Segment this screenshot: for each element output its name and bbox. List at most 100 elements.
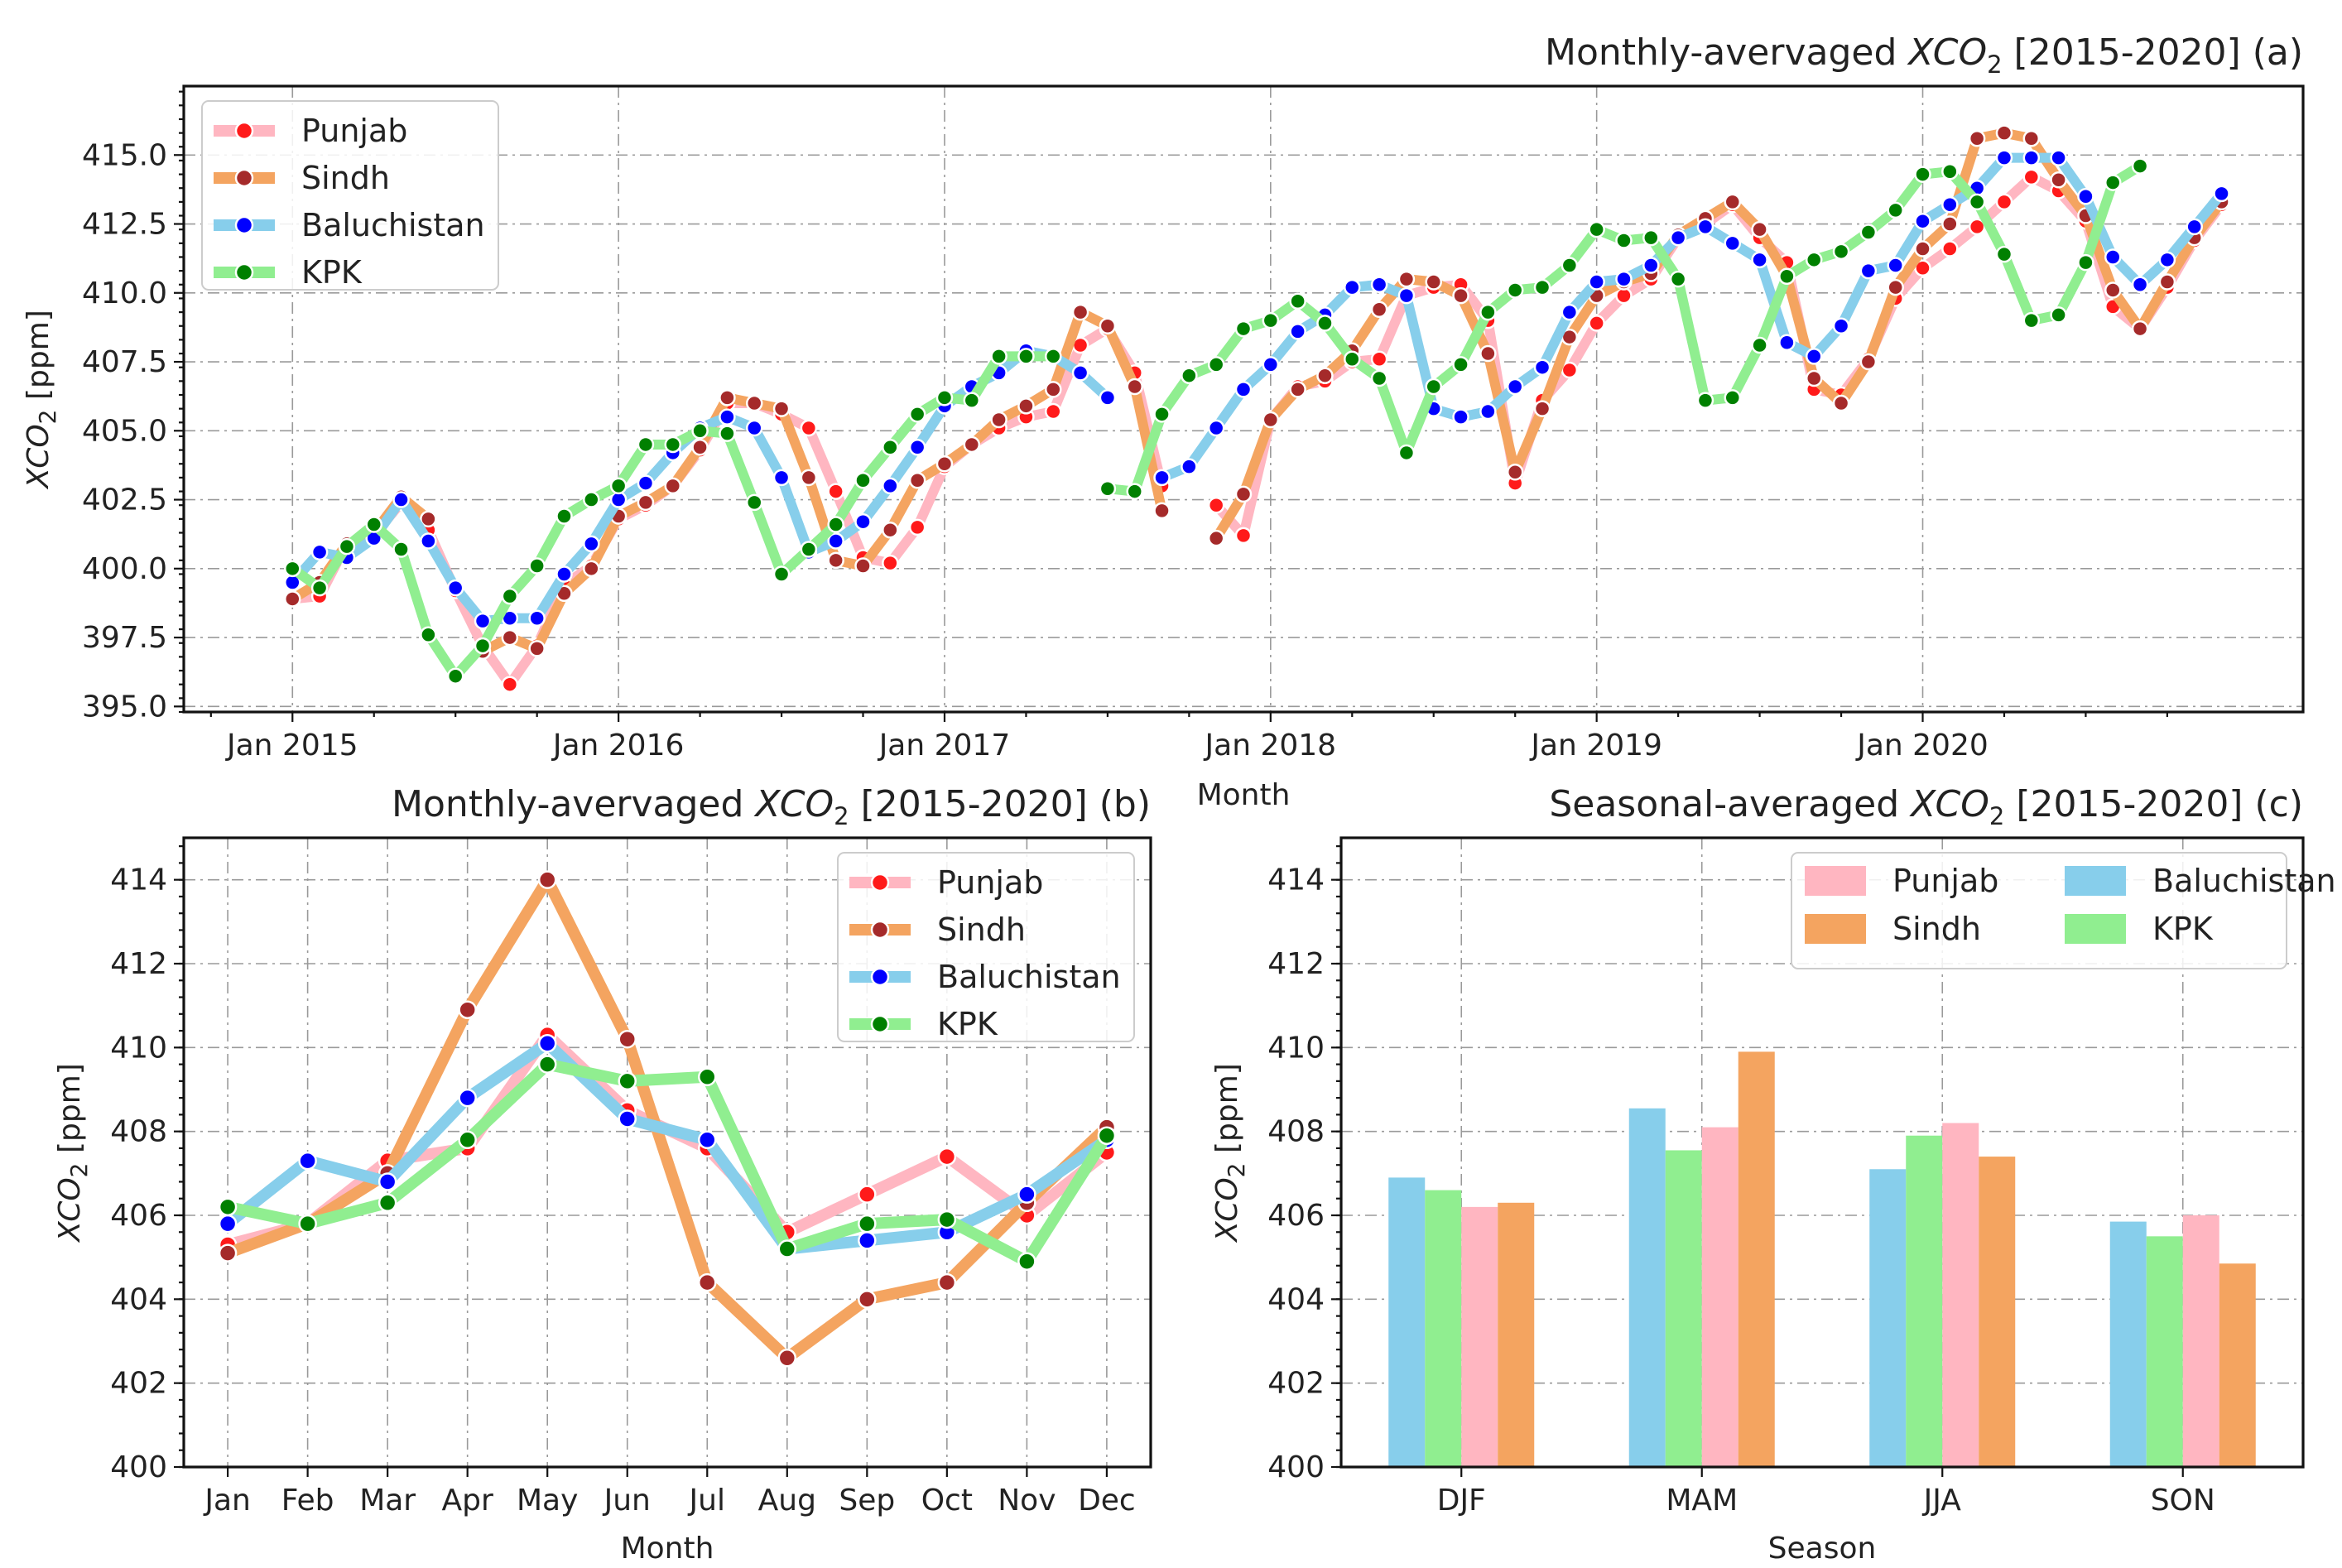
panel-c-xtick-label-djf: DJF <box>1437 1484 1486 1517</box>
panel-a-point-sindh-59 <box>1887 278 1904 296</box>
panel-a-point-kpk-46 <box>1533 278 1551 296</box>
panel-a-point-kpk-5 <box>420 626 437 643</box>
panel-c-legend-swatch-punjab <box>1805 866 1866 896</box>
panel-a-point-baluchistan-44 <box>1479 402 1497 421</box>
panel-a-point-baluchistan-66 <box>2077 187 2094 205</box>
panel-b-point-baluchistan-0 <box>218 1214 238 1234</box>
panel-a-point-baluchistan-50 <box>1642 257 1660 274</box>
panel-a-point-kpk-56 <box>1805 251 1823 269</box>
panel-a-point-kpk-62 <box>1968 193 1986 211</box>
panel-a-legend-label-punjab: Punjab <box>301 113 407 149</box>
panel-a-point-baluchistan-51 <box>1669 228 1687 247</box>
panel-c-bar-baluchistan-jja <box>1869 1169 1907 1467</box>
panel-a-point-sindh-58 <box>1859 353 1878 371</box>
panel-a-point-kpk-25 <box>963 392 981 409</box>
panel-b-point-sindh-8 <box>858 1290 877 1309</box>
panel-a-point-baluchistan-60 <box>1914 212 1931 230</box>
panel-a-ytick-label-395-0: 395.0 <box>82 690 167 724</box>
panel-a-point-baluchistan-69 <box>2158 251 2176 269</box>
panel-a-ytick-label-405-0: 405.0 <box>82 414 167 448</box>
panel-b-xtick-label-mar: Mar <box>359 1484 416 1517</box>
panel-a-point-baluchistan-18 <box>772 469 791 487</box>
panel-a-legend-marker-sindh <box>234 168 254 188</box>
panel-a-point-kpk-49 <box>1615 232 1633 249</box>
panel-c-bar-punjab-djf <box>1461 1206 1498 1467</box>
panel-a-point-punjab-22 <box>882 554 899 572</box>
panel-a-point-kpk-31 <box>1126 483 1143 500</box>
panel-b-line-kpk <box>222 1058 1113 1267</box>
panel-a-point-kpk-1 <box>310 579 329 597</box>
panel-a-point-kpk-41 <box>1397 444 1416 462</box>
panel-a-point-sindh-27 <box>1017 397 1035 415</box>
panel-a-point-kpk-14 <box>664 435 682 454</box>
panel-a-xtick-label-jan-2017: Jan 2017 <box>878 729 1011 762</box>
panel-a-point-baluchistan-58 <box>1859 262 1878 280</box>
panel-b-xtick-label-jun: Jun <box>603 1484 651 1517</box>
panel-a-point-kpk-16 <box>719 425 736 442</box>
panel-c-legend-label-punjab: Punjab <box>1892 863 1998 899</box>
panel-a-point-sindh-63 <box>1995 124 2013 142</box>
panel-a-point-sindh-64 <box>2022 130 2041 147</box>
panel-a-point-kpk-18 <box>772 565 791 583</box>
panel-a-point-sindh-28 <box>1045 381 1062 398</box>
panel-a-point-sindh-54 <box>1751 220 1768 238</box>
panel-a-point-baluchistan-56 <box>1805 348 1823 365</box>
panel-b-point-sindh-7 <box>777 1349 797 1368</box>
panel-b-grid <box>184 838 1151 1468</box>
panel-a-point-kpk-61 <box>1941 162 1959 180</box>
panel-a-point-punjab-40 <box>1370 350 1388 368</box>
panel-a-point-kpk-20 <box>827 516 844 533</box>
panel-a-point-sindh-0 <box>284 590 301 608</box>
panel-a-point-kpk-0 <box>284 560 301 578</box>
panel-c-xlabel: Season <box>1768 1532 1877 1566</box>
panel-a-point-sindh-15 <box>691 439 709 456</box>
panel-a-point-sindh-36 <box>1262 411 1280 429</box>
panel-b-point-kpk-1 <box>298 1214 317 1234</box>
panel-a-point-sindh-30 <box>1099 317 1117 334</box>
panel-a-point-baluchistan-43 <box>1452 408 1469 426</box>
panel-b-legend-marker-baluchistan <box>870 967 890 987</box>
panel-a-point-sindh-5 <box>420 510 437 528</box>
panel-a-point-kpk-59 <box>1887 201 1904 219</box>
panel-b-legend-marker-punjab <box>870 873 890 892</box>
panel-b-legend-label-baluchistan: Baluchistan <box>937 959 1121 995</box>
panel-a-point-baluchistan-40 <box>1370 276 1388 294</box>
panel-a-point-kpk-33 <box>1181 367 1198 384</box>
panel-a-point-sindh-41 <box>1397 270 1416 288</box>
panel-b-ytick-label-410: 410 <box>110 1031 167 1065</box>
panel-a-point-kpk-21 <box>854 471 872 489</box>
panel-a-point-baluchistan-68 <box>2131 276 2149 294</box>
panel-a-point-sindh-67 <box>2104 281 2122 299</box>
panel-b-legend-box <box>837 852 1135 1042</box>
panel-a-point-kpk-50 <box>1642 228 1660 247</box>
panel-a-ytick-label-412-5: 412.5 <box>82 208 167 242</box>
panel-b-point-baluchistan-6 <box>698 1130 717 1150</box>
panel-a-point-baluchistan-30 <box>1099 389 1117 406</box>
panel-a-point-kpk-45 <box>1506 281 1524 299</box>
panel-a-point-punjab-60 <box>1914 259 1931 277</box>
panel-a-point-sindh-18 <box>772 400 791 417</box>
panel-a-point-sindh-56 <box>1805 369 1823 387</box>
panel-b-legend-label-punjab: Punjab <box>937 864 1043 901</box>
panel-c-xtick-label-son: SON <box>2151 1484 2215 1517</box>
panel-c: 400 402 404 406 408 410 412 414 DJF MAM JJA SON Sea… <box>1210 783 2336 1566</box>
panel-b-point-sindh-3 <box>458 1000 477 1019</box>
panel-b-legend-label-sindh: Sindh <box>937 911 1026 948</box>
panel-b-point-baluchistan-8 <box>858 1231 877 1250</box>
panel-a-point-kpk-32 <box>1153 406 1171 423</box>
panel-a-point-punjab-8 <box>501 676 519 693</box>
panel-a-ytick-label-400-0: 400.0 <box>82 552 167 586</box>
panel-b-ytick-label-400: 400 <box>110 1450 167 1484</box>
panel-c-ytick-label-414: 414 <box>1267 863 1325 897</box>
panel-a-point-sindh-23 <box>908 471 926 489</box>
panel-a-point-kpk-8 <box>501 587 519 605</box>
panel-a-series <box>284 124 2230 693</box>
panel-a-point-kpk-58 <box>1859 224 1878 241</box>
panel-a-point-kpk-19 <box>800 541 818 558</box>
panel-a-legend: Punjab Sindh Baluchistan KPK <box>201 100 499 291</box>
panel-a-point-baluchistan-63 <box>1995 149 2013 166</box>
panel-a-point-kpk-7 <box>474 637 492 655</box>
panel-a-point-kpk-37 <box>1289 292 1306 310</box>
panel-a-point-kpk-52 <box>1696 392 1714 409</box>
panel-a-point-sindh-8 <box>501 628 519 647</box>
